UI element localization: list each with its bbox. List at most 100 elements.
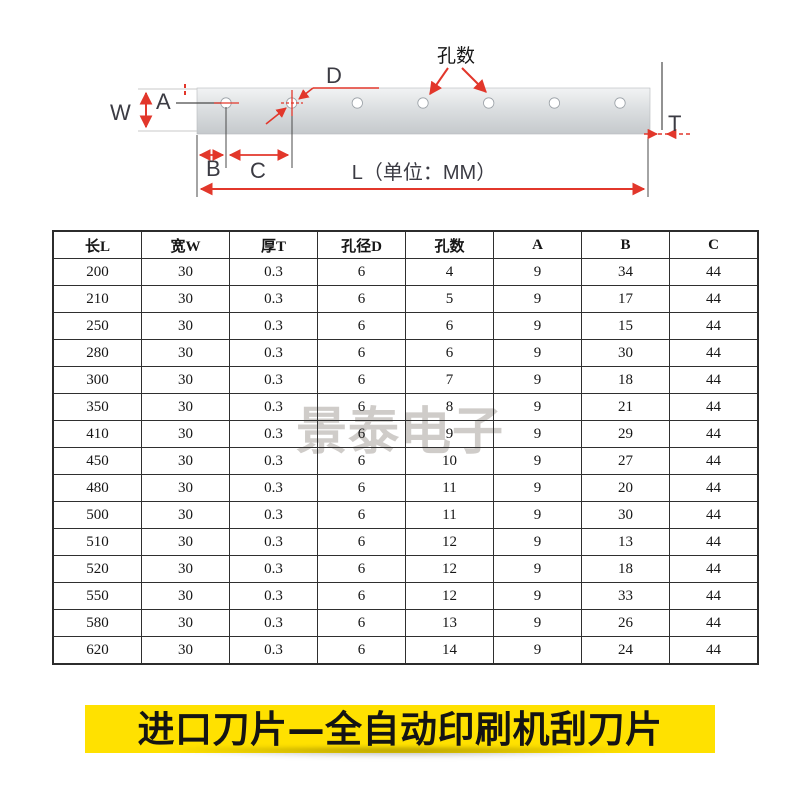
dim-b-label: B (206, 156, 221, 181)
spec-table: 长L 宽W 厚T 孔径D 孔数 A B C 200 30 0.3 6 4 9 34 44 210 30 0.3 6 5… (52, 230, 759, 665)
table-row: 350 30 0.3 6 8 9 21 44 (52, 393, 759, 421)
table-cell: 620 (52, 636, 142, 665)
column-header: A (493, 230, 582, 259)
blade-dimension-diagram: W A D 孔数 (110, 45, 690, 197)
table-cell: 6 (317, 636, 406, 665)
dim-t-lines (644, 62, 690, 140)
table-cell: 44 (669, 609, 759, 637)
table-cell: 13 (581, 528, 670, 556)
table-row: 480 30 0.3 6 11 9 20 44 (52, 474, 759, 502)
table-cell: 250 (52, 312, 142, 340)
table-cell: 410 (52, 420, 142, 448)
spec-table-head: 长L 宽W 厚T 孔径D 孔数 A B C (52, 230, 759, 259)
table-cell: 9 (493, 555, 582, 583)
table-row: 300 30 0.3 6 7 9 18 44 (52, 366, 759, 394)
hole-count-arrows (429, 67, 487, 96)
table-row: 250 30 0.3 6 6 9 15 44 (52, 312, 759, 340)
table-cell: 6 (317, 609, 406, 637)
table-cell: 30 (141, 582, 230, 610)
table-cell: 12 (405, 582, 494, 610)
table-cell: 30 (581, 339, 670, 367)
table-cell: 44 (669, 285, 759, 313)
blade-hole (417, 97, 429, 109)
table-cell: 11 (405, 474, 494, 502)
table-cell: 11 (405, 501, 494, 529)
table-cell: 12 (405, 555, 494, 583)
product-banner: 进口刀片—全自动印刷机刮刀片 (85, 705, 715, 753)
table-row: 200 30 0.3 6 4 9 34 44 (52, 258, 759, 286)
table-cell: 6 (317, 285, 406, 313)
hole-count-label: 孔数 (437, 45, 475, 67)
table-cell: 6 (405, 312, 494, 340)
table-row: 450 30 0.3 6 10 9 27 44 (52, 447, 759, 475)
table-cell: 30 (141, 474, 230, 502)
dim-t-label: T (668, 111, 681, 136)
table-cell: 6 (317, 447, 406, 475)
dim-a-lines (176, 84, 221, 104)
column-header: 孔径D (317, 230, 406, 259)
table-cell: 44 (669, 555, 759, 583)
dim-a-label: A (156, 89, 171, 114)
table-cell: 0.3 (229, 528, 318, 556)
table-cell: 44 (669, 447, 759, 475)
table-cell: 200 (52, 258, 142, 286)
table-cell: 510 (52, 528, 142, 556)
table-cell: 9 (493, 420, 582, 448)
table-cell: 9 (493, 312, 582, 340)
table-cell: 6 (317, 501, 406, 529)
table-cell: 9 (493, 447, 582, 475)
table-cell: 6 (317, 474, 406, 502)
table-cell: 44 (669, 474, 759, 502)
table-cell: 6 (317, 393, 406, 421)
table-cell: 30 (141, 339, 230, 367)
table-cell: 26 (581, 609, 670, 637)
table-cell: 280 (52, 339, 142, 367)
blade-strip (196, 87, 651, 135)
table-cell: 6 (317, 582, 406, 610)
table-cell: 6 (405, 339, 494, 367)
table-row: 510 30 0.3 6 12 9 13 44 (52, 528, 759, 556)
dim-l-label: L（单位：MM） (352, 161, 496, 184)
table-cell: 9 (493, 609, 582, 637)
table-cell: 30 (141, 501, 230, 529)
table-row: 410 30 0.3 6 9 9 29 44 (52, 420, 759, 448)
table-cell: 0.3 (229, 636, 318, 665)
table-cell: 9 (493, 474, 582, 502)
column-header: C (669, 230, 759, 259)
table-cell: 9 (493, 582, 582, 610)
table-cell: 30 (141, 420, 230, 448)
table-cell: 29 (581, 420, 670, 448)
table-cell: 550 (52, 582, 142, 610)
table-cell: 350 (52, 393, 142, 421)
table-cell: 15 (581, 312, 670, 340)
table-cell: 580 (52, 609, 142, 637)
table-cell: 30 (141, 447, 230, 475)
table-cell: 30 (141, 609, 230, 637)
column-header: 宽W (141, 230, 230, 259)
table-cell: 0.3 (229, 447, 318, 475)
table-cell: 9 (493, 366, 582, 394)
table-cell: 4 (405, 258, 494, 286)
table-cell: 30 (141, 258, 230, 286)
table-cell: 9 (493, 258, 582, 286)
table-cell: 0.3 (229, 258, 318, 286)
dim-w-label: W (110, 100, 131, 125)
table-cell: 0.3 (229, 393, 318, 421)
table-cell: 5 (405, 285, 494, 313)
table-cell: 30 (141, 528, 230, 556)
table-cell: 300 (52, 366, 142, 394)
table-cell: 210 (52, 285, 142, 313)
table-cell: 12 (405, 528, 494, 556)
table-cell: 0.3 (229, 555, 318, 583)
table-cell: 18 (581, 366, 670, 394)
table-cell: 27 (581, 447, 670, 475)
hole-crosshairs (214, 90, 303, 116)
table-cell: 8 (405, 393, 494, 421)
table-cell: 18 (581, 555, 670, 583)
table-cell: 9 (405, 420, 494, 448)
table-cell: 0.3 (229, 285, 318, 313)
table-cell: 0.3 (229, 582, 318, 610)
table-cell: 6 (317, 258, 406, 286)
dim-d-label: D (326, 63, 342, 88)
